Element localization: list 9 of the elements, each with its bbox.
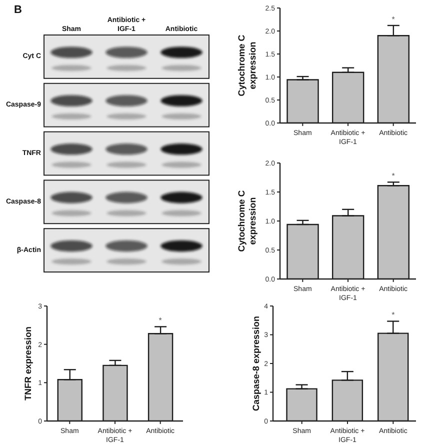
annotation: * [392, 310, 395, 320]
text: B [14, 4, 22, 16]
y-axis-title: Cytochrome C expression [236, 34, 258, 96]
annotation: * [158, 316, 162, 326]
y-axis-title: Cytochrome C expression [236, 190, 258, 252]
y-axis-title: Caspase-8 expression [251, 316, 261, 412]
annotation: * [392, 172, 395, 181]
annotation: * [392, 14, 395, 24]
y-axis-title: TNFR expression [23, 326, 33, 401]
